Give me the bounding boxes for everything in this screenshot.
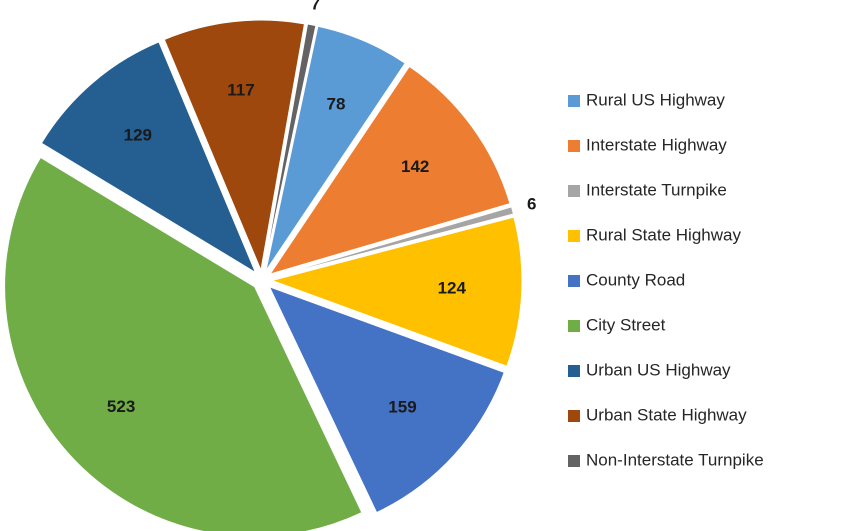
legend-label: County Road [586, 270, 685, 289]
pie-slice [265, 25, 406, 272]
legend-swatch [568, 230, 580, 242]
legend-label: Non-Interstate Turnpike [586, 450, 764, 469]
legend-label: Rural State Highway [586, 225, 741, 244]
data-label: 129 [124, 126, 152, 145]
legend-swatch [568, 140, 580, 152]
data-label: 142 [401, 157, 429, 176]
legend-swatch [568, 365, 580, 377]
data-label: 78 [327, 94, 346, 113]
legend-swatch [568, 320, 580, 332]
legend-swatch [568, 185, 580, 197]
pie-slice [268, 65, 511, 275]
legend-swatch [568, 275, 580, 287]
legend-label: Interstate Highway [586, 135, 727, 154]
data-label: 6 [527, 195, 536, 214]
data-label: 117 [227, 81, 254, 100]
data-label: 159 [388, 397, 416, 416]
legend-label: Rural US Highway [586, 90, 725, 109]
pie-slice [4, 156, 363, 531]
pie-slice [271, 206, 515, 278]
pie-slice [268, 285, 505, 514]
pie-slice [163, 19, 306, 272]
legend-label: Urban US Highway [586, 360, 731, 379]
legend-label: Interstate Turnpike [586, 180, 727, 199]
pie-slice [263, 23, 317, 271]
legend-swatch [568, 95, 580, 107]
legend-label: Urban State Highway [586, 405, 747, 424]
pie-slice [270, 216, 523, 367]
data-label: 523 [107, 397, 135, 416]
data-label: 124 [438, 278, 467, 297]
pie-slice [40, 41, 257, 274]
data-label: 7 [311, 0, 320, 14]
legend-swatch [568, 455, 580, 467]
legend-label: City Street [586, 315, 666, 334]
legend-swatch [568, 410, 580, 422]
